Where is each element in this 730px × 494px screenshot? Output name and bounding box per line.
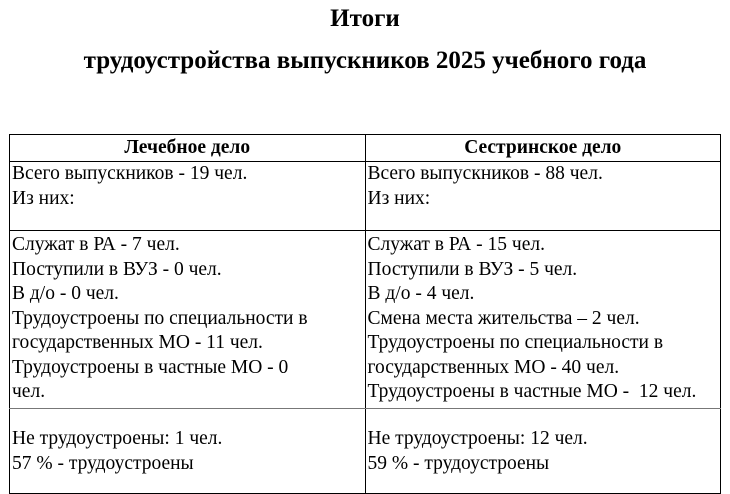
cell-text-line: Трудоустроены по специальности в — [367, 332, 664, 353]
column-header-general-medicine: Лечебное дело — [9, 134, 366, 162]
document-title: Итоги — [330, 5, 400, 32]
cell-text-line: Трудоустроены в частные МО - 12 чел. — [367, 381, 697, 402]
table-header-row: Лечебное дело Сестринское дело — [9, 134, 721, 162]
cell-text-line: Служат в РА - 7 чел. — [12, 234, 180, 255]
cell-text-line: Смена места жительства – 2 чел. — [367, 307, 640, 329]
cell-text-line: государственных МО - 11 чел. — [12, 332, 263, 353]
cell-text-line: Не трудоустроены: 12 чел. — [367, 428, 588, 449]
employment-table: Лечебное дело Сестринское дело Всего вып… — [9, 134, 721, 494]
cell-text-line: чел. — [12, 381, 46, 402]
table-row-summary: Не трудоустроены: 1 чел. 57 % - трудоустр… — [9, 408, 721, 494]
cell-text-line: Из них: — [367, 187, 431, 209]
table-row-totals: Всего выпускников - 19 чел. Из них: Всего… — [9, 161, 721, 231]
cell-text-line: В д/о - 0 чел. — [12, 283, 119, 304]
cell-text-line: Поступили в ВУЗ - 0 чел. — [12, 258, 222, 280]
cell-text-line: Всего выпускников - 88 чел. — [367, 163, 603, 184]
cell-text-line: Не трудоустроены: 1 чел. — [12, 428, 223, 449]
cell-general-medicine-breakdown: Служат в РА - 7 чел. Поступили в ВУЗ - 0 … — [9, 230, 366, 409]
cell-nursing-summary: Не трудоустроены: 12 чел. 59 % - трудоуст… — [364, 408, 721, 494]
cell-general-medicine-totals: Всего выпускников - 19 чел. Из них: — [9, 161, 366, 231]
document-subtitle: трудоустройства выпускников 2025 учебног… — [83, 47, 647, 74]
cell-text-line: 59 % - трудоустроены — [367, 452, 550, 474]
cell-text-line: государственных МО - 40 чел. — [367, 356, 620, 378]
cell-general-medicine-summary: Не трудоустроены: 1 чел. 57 % - трудоустр… — [9, 408, 366, 494]
cell-nursing-totals: Всего выпускников - 88 чел. Из них: — [364, 161, 721, 231]
cell-text-line: Служат в РА - 15 чел. — [367, 234, 545, 255]
cell-nursing-breakdown: Служат в РА - 15 чел. Поступили в ВУЗ - 5… — [364, 230, 721, 409]
table-row-breakdown: Служат в РА - 7 чел. Поступили в ВУЗ - 0 … — [9, 230, 721, 409]
cell-text-line: 57 % - трудоустроены — [12, 452, 194, 474]
cell-text-line: Всего выпускников - 19 чел. — [12, 163, 248, 184]
cell-text-line: Трудоустроены по специальности в — [12, 307, 308, 329]
column-header-nursing: Сестринское дело — [364, 134, 721, 162]
cell-text-line: В д/о - 4 чел. — [367, 283, 475, 304]
cell-text-line: Трудоустроены в частные МО - 0 — [12, 356, 289, 378]
cell-text-line: Поступили в ВУЗ - 5 чел. — [367, 258, 578, 280]
cell-text-line: Из них: — [12, 187, 75, 209]
